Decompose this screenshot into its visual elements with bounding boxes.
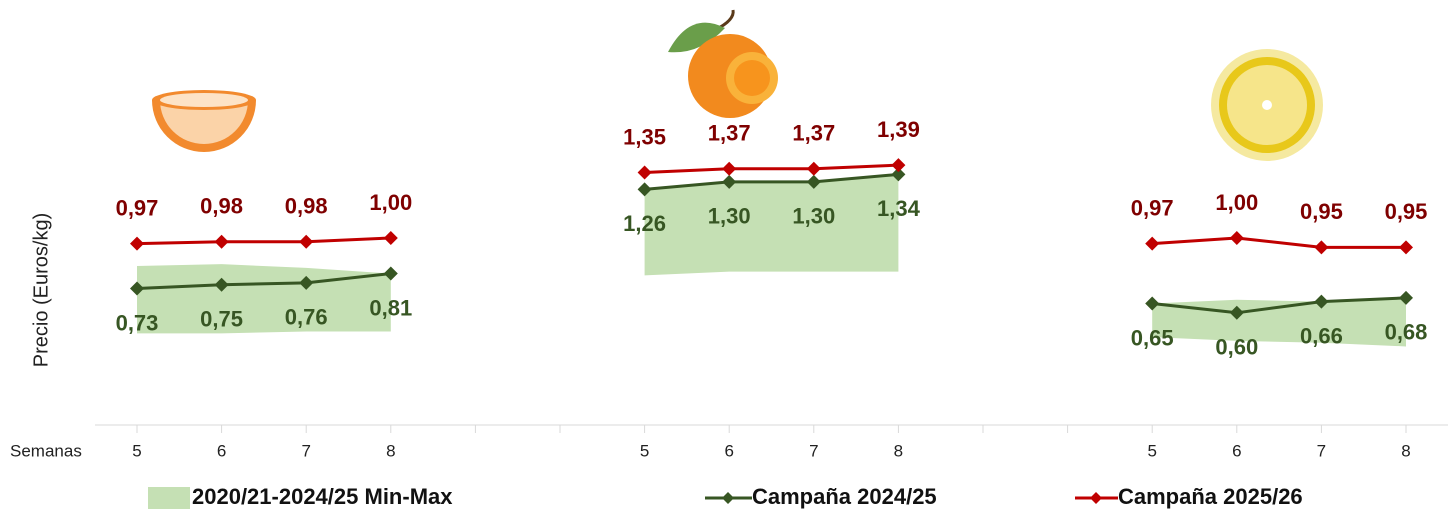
legend-label: 2020/21-2024/25 Min-Max [192,484,453,509]
data-label: 0,95 [1385,199,1428,224]
legend-swatch [722,492,734,504]
min-max-band [137,264,391,334]
point [299,275,314,290]
point [1229,305,1244,320]
data-label: 1,34 [877,196,921,221]
data-label: 0,98 [285,194,328,219]
point [1399,240,1413,255]
min-max-band [1152,297,1406,347]
orange-icon [668,9,778,118]
x-tick-label: 8 [386,441,395,460]
point [130,236,144,251]
data-label: 1,37 [792,121,835,146]
data-label: 1,30 [708,204,751,229]
data-label: 0,73 [116,310,159,335]
legend-swatch [1090,492,1102,504]
x-tick-label: 5 [1147,441,1156,460]
orange-half-icon [152,90,256,152]
x-tick-label: 6 [217,441,226,460]
series-line [1152,236,1406,249]
data-label: 1,39 [877,117,920,142]
x-tick-label: 6 [724,441,733,460]
data-label: 0,65 [1131,325,1174,350]
point [299,234,314,249]
min-max-band [644,174,899,276]
data-label: 1,00 [1215,190,1258,215]
x-tick-label: 8 [894,441,903,460]
point [383,266,398,281]
data-label: 0,81 [369,295,412,320]
data-label: 1,35 [623,124,666,149]
x-tick-label: 5 [640,441,649,460]
series-line [136,236,391,246]
series-line [644,172,899,191]
data-label: 0,97 [1131,195,1174,220]
point [1314,240,1329,255]
data-label: 0,68 [1385,320,1428,345]
point [637,165,652,180]
point [1229,231,1244,245]
series-line [136,272,391,290]
point [722,161,737,176]
x-tick-label: 8 [1401,441,1410,460]
data-label: 0,75 [200,307,243,332]
point [806,174,821,189]
data-label: 0,97 [116,195,159,220]
series-line [644,163,899,175]
x-tick-label: 7 [301,441,310,460]
legend-label: Campaña 2024/25 [752,484,937,509]
x-tick-label: 5 [132,441,141,460]
legend-swatch [148,487,190,509]
series-line [1152,296,1407,315]
x-tick-label: 7 [809,441,818,460]
point [806,161,821,176]
data-label: 1,26 [623,211,666,236]
x-axis-label: Semanas [10,441,82,460]
data-label: 0,76 [285,305,328,330]
point [214,234,229,249]
point [214,277,229,292]
data-label: 0,95 [1300,199,1343,224]
point [891,158,906,173]
point [891,167,906,182]
point [383,231,398,245]
point [637,182,652,197]
legend-label: Campaña 2025/26 [1118,484,1303,509]
data-label: 0,98 [200,194,243,219]
y-axis-label: Precio (Euros/kg) [30,213,52,368]
data-label: 1,00 [369,190,412,215]
x-tick-label: 7 [1317,441,1326,460]
data-label: 0,66 [1300,323,1343,348]
point [1145,236,1160,251]
point [1399,290,1413,305]
point [1145,296,1160,311]
lemon-icon [1211,49,1323,161]
data-label: 1,37 [708,121,751,146]
data-label: 1,30 [792,204,835,229]
point [722,174,737,189]
point [1314,294,1329,309]
data-label: 0,60 [1215,335,1258,360]
x-tick-label: 6 [1232,441,1241,460]
point [130,281,144,296]
